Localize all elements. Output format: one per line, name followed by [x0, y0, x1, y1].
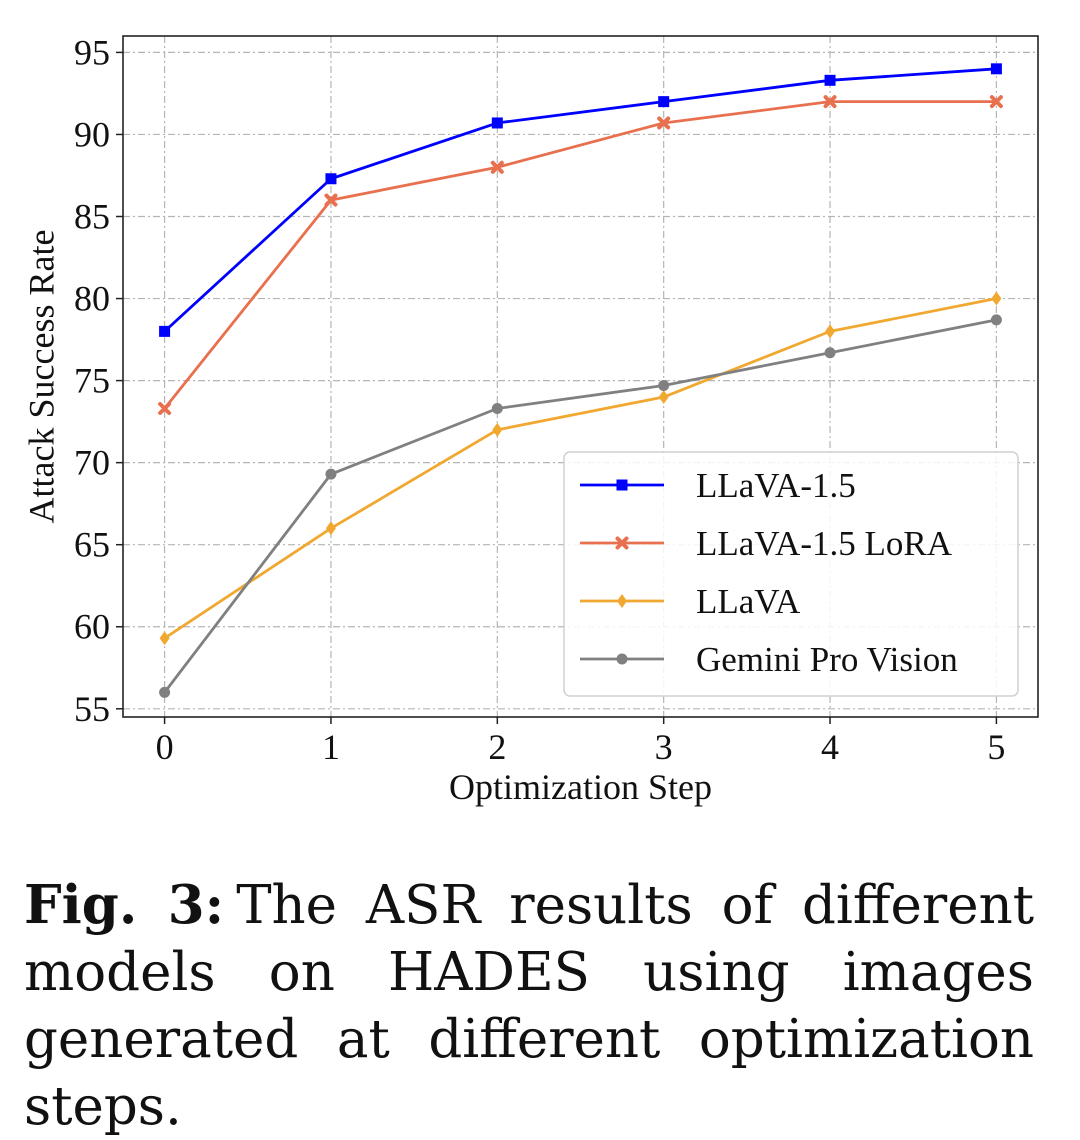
legend-swatch-marker: [615, 536, 629, 550]
series-gemini-pro-vision: [159, 314, 1002, 698]
data-point: [824, 74, 836, 86]
x-axis-title: Optimization Step: [449, 767, 712, 807]
legend: LLaVA-1.5 LLaVA-1.5 LoRA LLaVA Gemini Pro V…: [563, 451, 1019, 697]
y-tick-label: 95: [74, 32, 110, 72]
data-point: [492, 422, 503, 437]
y-axis-title: Attack Success Rate: [21, 230, 61, 524]
data-point: [325, 521, 336, 536]
x-tick-label: 0: [156, 727, 174, 767]
data-point: [658, 390, 669, 405]
marker-stroke: [615, 536, 629, 550]
data-point: [490, 160, 504, 174]
data-point: [491, 402, 503, 414]
marker-stroke: [989, 95, 1003, 109]
series-layer: [158, 63, 1003, 698]
y-tick-label: 70: [74, 443, 110, 483]
data-point: [657, 116, 671, 130]
legend-swatch-marker: [616, 653, 628, 665]
data-point: [990, 63, 1002, 75]
legend-swatch-marker: [616, 479, 628, 491]
data-point: [325, 468, 337, 480]
data-point: [325, 173, 337, 185]
marker-stroke: [324, 193, 338, 207]
data-point: [159, 686, 171, 698]
x-tick-label: 2: [488, 727, 506, 767]
data-point: [158, 401, 172, 415]
data-point: [159, 631, 170, 646]
series-llava: [159, 291, 1002, 646]
data-point: [658, 380, 670, 392]
data-point: [824, 347, 836, 359]
series-line: [163, 100, 997, 410]
plot-frame: [122, 35, 1039, 718]
y-tick-label: 55: [74, 689, 110, 729]
legend-label: LLaVA: [696, 582, 801, 621]
data-point: [991, 291, 1002, 306]
data-point: [823, 95, 837, 109]
data-point: [324, 193, 338, 207]
legend-label: LLaVA-1.5 LoRA: [696, 524, 953, 563]
data-point: [989, 95, 1003, 109]
legend-label: LLaVA-1.5: [696, 466, 856, 505]
marker-stroke: [657, 116, 671, 130]
figure-caption: Fig. 3: The ASR results of different mode…: [24, 872, 1034, 1140]
data-point: [825, 324, 836, 339]
legend-swatch-marker: [617, 594, 627, 608]
data-point: [159, 325, 171, 337]
legend-box: [563, 451, 1019, 697]
series-llava-1-5: [159, 63, 1002, 337]
marker-stroke: [158, 401, 172, 415]
y-tick-label: 85: [74, 197, 110, 237]
series-line: [163, 318, 997, 694]
marker-stroke: [823, 95, 837, 109]
grid: [123, 36, 1038, 717]
data-point: [658, 96, 670, 108]
y-tick-label: 90: [74, 114, 110, 154]
marker-stroke: [490, 160, 504, 174]
x-tick-label: 3: [655, 727, 673, 767]
y-tick-label: 75: [74, 361, 110, 401]
x-tick-label: 5: [987, 727, 1005, 767]
x-tick-label: 1: [322, 727, 340, 767]
legend-label: Gemini Pro Vision: [696, 640, 958, 679]
figure-label: Fig. 3:: [24, 874, 225, 936]
y-tick-label: 65: [74, 525, 110, 565]
x-tick-label: 4: [821, 727, 839, 767]
series-line: [163, 67, 997, 333]
y-tick-label: 80: [74, 279, 110, 319]
series-line: [163, 297, 997, 640]
caption-text: The ASR results of different models on H…: [24, 875, 1035, 1137]
data-point: [990, 314, 1002, 326]
y-tick-label: 60: [74, 607, 110, 647]
data-point: [491, 117, 503, 129]
series-llava-1-5-lora: [158, 95, 1003, 415]
